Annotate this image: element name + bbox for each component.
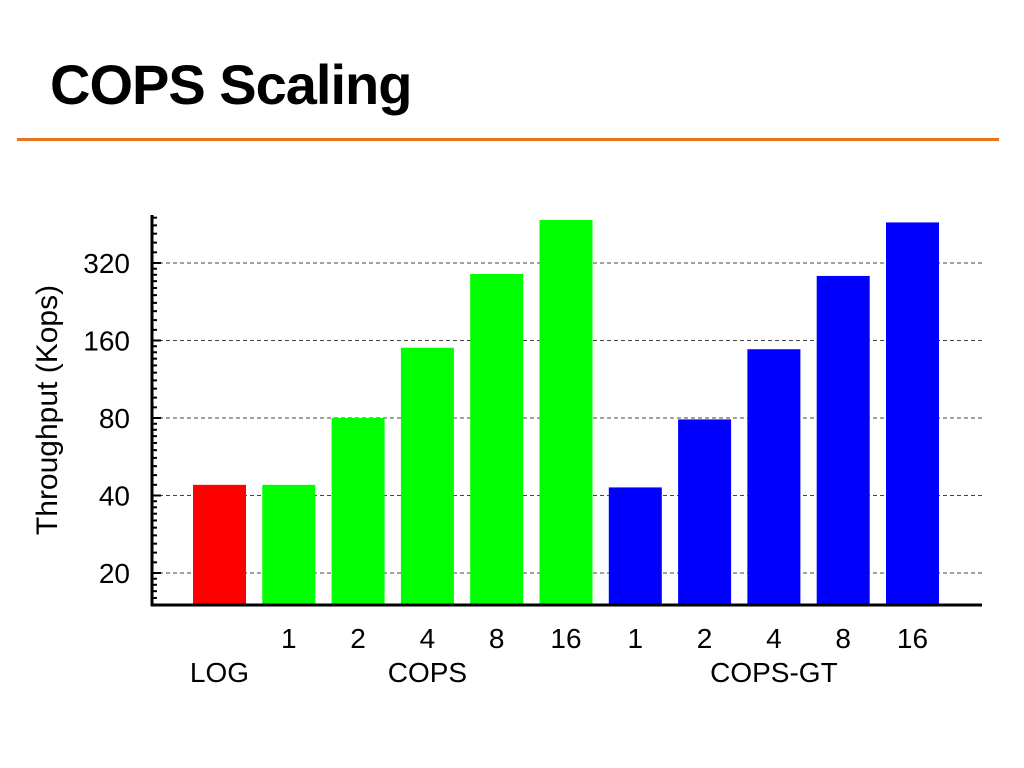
y-tick-label: 160: [83, 326, 130, 357]
x-tick-label: 8: [835, 623, 851, 654]
bar: [193, 484, 246, 605]
x-tick-label: 8: [489, 623, 505, 654]
labels: 20 40 80 160 320 LOG 1 2 4 8 16 COPS 1 2 4 8 16 COPS-GT: [83, 248, 928, 688]
bar: [400, 347, 454, 605]
bar: [331, 418, 385, 605]
y-axis-label: Throughput (Kops): [31, 285, 64, 535]
bar: [678, 419, 732, 605]
y-tick-label: 80: [99, 403, 130, 434]
x-tick-label: 2: [350, 623, 366, 654]
bar: [886, 222, 939, 605]
x-tick-label: 4: [420, 623, 436, 654]
y-tick-label: 40: [99, 481, 130, 512]
y-tick-label: 320: [83, 248, 130, 279]
x-tick-label: 2: [697, 623, 713, 654]
bar: [816, 275, 870, 605]
bar: [747, 349, 801, 605]
group-label: COPS-GT: [710, 657, 838, 688]
axes: [150, 215, 982, 607]
group-label: COPS: [388, 657, 467, 688]
y-tick-label: 20: [99, 558, 130, 589]
title-divider: [17, 138, 999, 141]
x-tick-label: 1: [281, 623, 297, 654]
x-tick-label: 4: [766, 623, 782, 654]
bar: [539, 220, 593, 606]
bars: [193, 220, 939, 606]
x-tick-label: 16: [897, 623, 928, 654]
slide-title: COPS Scaling: [50, 53, 412, 116]
group-label: LOG: [190, 657, 249, 688]
x-tick-label: 16: [550, 623, 581, 654]
bar: [262, 484, 316, 605]
bar: [608, 487, 662, 605]
x-tick-label: 1: [628, 623, 644, 654]
bar: [470, 274, 524, 605]
